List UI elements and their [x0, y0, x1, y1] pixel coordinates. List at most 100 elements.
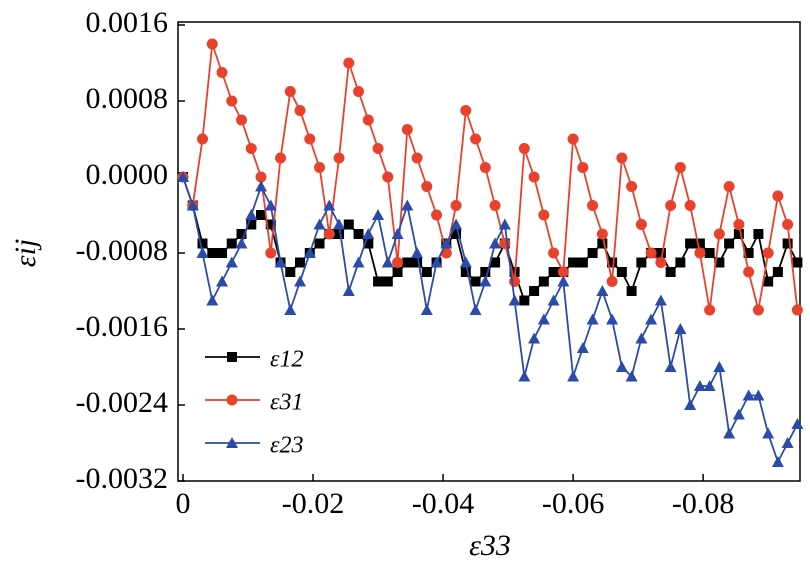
marker: [607, 257, 618, 268]
marker: [528, 171, 540, 183]
series-line: [182, 43, 799, 311]
marker: [645, 313, 658, 325]
marker: [567, 133, 579, 145]
marker: [314, 238, 325, 249]
marker: [518, 370, 531, 382]
y-tick-label: -0.0032: [76, 462, 169, 495]
marker: [265, 247, 277, 259]
series: [177, 38, 803, 316]
marker: [206, 38, 218, 50]
marker: [256, 210, 267, 220]
x-tick-label: -0.06: [542, 487, 605, 520]
marker: [440, 237, 453, 249]
marker: [217, 248, 228, 258]
marker: [196, 247, 209, 258]
marker: [186, 199, 199, 211]
marker: [655, 248, 666, 258]
marker: [538, 209, 550, 221]
marker: [421, 181, 433, 192]
marker: [343, 57, 355, 69]
marker: [323, 199, 336, 211]
marker: [557, 275, 570, 287]
y-tick-label: -0.0024: [76, 386, 169, 419]
y-tick-label: -0.0016: [76, 310, 169, 343]
marker: [334, 229, 345, 239]
marker: [373, 276, 384, 287]
marker: [431, 209, 443, 221]
marker: [596, 285, 609, 296]
marker: [480, 267, 491, 277]
x-tick-label: -0.08: [672, 487, 735, 520]
marker: [490, 257, 501, 268]
plot-frame: [177, 21, 801, 482]
marker: [645, 247, 657, 259]
marker: [529, 286, 540, 296]
marker: [655, 257, 667, 268]
marker: [489, 237, 502, 249]
marker: [382, 171, 394, 183]
marker: [636, 257, 647, 268]
marker: [372, 209, 385, 220]
y-tick-label: -0.0008: [76, 234, 169, 267]
marker: [420, 304, 433, 315]
marker: [635, 332, 648, 344]
marker: [402, 257, 413, 268]
marker: [791, 418, 804, 429]
marker: [294, 105, 306, 116]
marker: [576, 342, 589, 353]
marker: [236, 114, 248, 126]
marker: [421, 267, 432, 277]
marker: [353, 86, 365, 97]
marker: [752, 389, 765, 401]
marker: [714, 257, 725, 268]
marker: [654, 294, 667, 306]
marker: [479, 275, 492, 287]
marker: [684, 399, 697, 410]
marker: [401, 199, 414, 211]
marker: [342, 285, 355, 296]
marker: [255, 180, 268, 192]
marker: [713, 361, 726, 372]
marker: [294, 275, 307, 287]
marker: [264, 199, 277, 211]
marker: [460, 105, 472, 116]
marker: [197, 133, 209, 145]
marker: [743, 248, 754, 258]
marker: [284, 86, 296, 97]
marker: [226, 95, 238, 107]
marker: [197, 238, 208, 249]
marker: [304, 133, 316, 145]
marker: [216, 275, 229, 287]
marker: [694, 238, 705, 249]
marker: [763, 276, 774, 287]
marker: [615, 361, 628, 372]
marker: [762, 247, 774, 259]
marker: [362, 228, 375, 239]
marker: [285, 267, 296, 277]
marker: [245, 143, 257, 154]
marker: [274, 256, 287, 268]
marker: [226, 394, 238, 406]
marker: [246, 219, 257, 230]
marker: [557, 266, 569, 278]
marker: [625, 370, 638, 382]
marker: [460, 267, 471, 277]
marker: [616, 267, 627, 277]
marker: [225, 256, 238, 268]
marker: [295, 257, 306, 268]
marker: [245, 209, 258, 220]
marker: [567, 370, 580, 382]
marker: [363, 238, 374, 249]
marker: [723, 427, 736, 439]
marker: [693, 380, 706, 391]
marker: [177, 171, 189, 182]
marker: [313, 218, 326, 230]
marker: [499, 238, 511, 249]
marker: [733, 229, 744, 239]
marker: [333, 218, 346, 230]
marker: [498, 218, 511, 230]
marker: [781, 437, 794, 448]
marker: [206, 294, 219, 306]
marker: [752, 304, 764, 316]
